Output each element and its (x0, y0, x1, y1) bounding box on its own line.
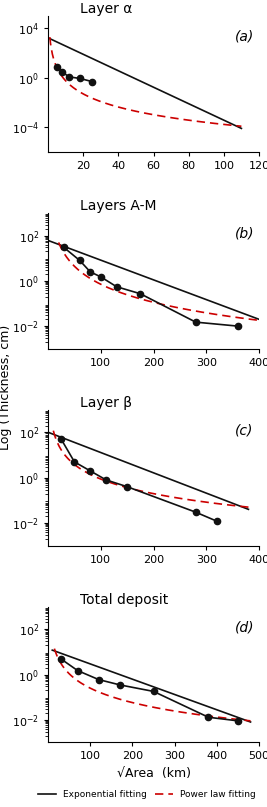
Text: (a): (a) (235, 30, 254, 44)
Text: Layer β: Layer β (80, 396, 132, 410)
Legend: Exponential fitting, Power law fitting: Exponential fitting, Power law fitting (34, 786, 259, 802)
Text: (b): (b) (234, 227, 254, 240)
Text: (d): (d) (234, 621, 254, 634)
Text: Layers A-M: Layers A-M (80, 199, 156, 213)
Text: Layer α: Layer α (80, 2, 132, 16)
Text: Total deposit: Total deposit (80, 592, 168, 607)
Text: (c): (c) (235, 424, 253, 437)
X-axis label: √Area  (km): √Area (km) (116, 767, 191, 780)
Text: Log (Thickness, cm): Log (Thickness, cm) (0, 324, 12, 450)
